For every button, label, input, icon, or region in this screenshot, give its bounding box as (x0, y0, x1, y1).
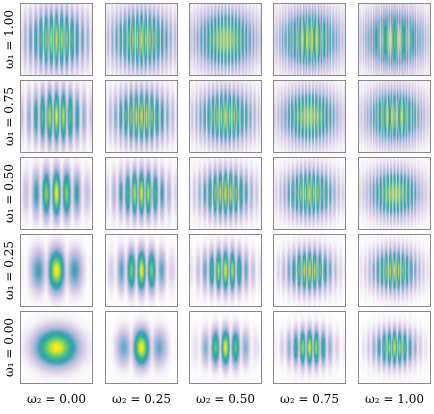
heatmap-cell-r0-c3 (273, 3, 346, 76)
heatmap-cell-r1-c4 (358, 80, 431, 153)
heatmap-image (273, 3, 346, 76)
heatmap-frame (189, 3, 262, 76)
heatmap-image (189, 157, 262, 230)
heatmap-frame (20, 311, 93, 384)
heatmap-cell-r4-c2 (189, 311, 262, 384)
heatmap-frame (358, 80, 431, 153)
row-label: ω₁ = 0.50 (2, 164, 16, 223)
heatmap-cell-r4-c3 (273, 311, 346, 384)
row-label: ω₁ = 0.00 (2, 318, 16, 377)
heatmap-image (273, 234, 346, 307)
heatmap-cell-r0-c1 (105, 3, 178, 76)
heatmap-frame (273, 311, 346, 384)
heatmap-cell-r4-c4 (358, 311, 431, 384)
heatmap-frame (358, 157, 431, 230)
column-label: ω₂ = 0.00 (27, 392, 86, 406)
heatmap-frame (273, 80, 346, 153)
heatmap-image (189, 234, 262, 307)
heatmap-frame (20, 157, 93, 230)
heatmap-cell-r3-c0 (20, 234, 93, 307)
heatmap-image (20, 3, 93, 76)
heatmap-image (105, 311, 178, 384)
column-label: ω₂ = 0.50 (196, 392, 255, 406)
heatmap-frame (105, 234, 178, 307)
heatmap-cell-r1-c3 (273, 80, 346, 153)
heatmap-cell-r2-c1 (105, 157, 178, 230)
heatmap-image (358, 3, 431, 76)
heatmap-image (358, 80, 431, 153)
heatmap-image (105, 80, 178, 153)
heatmap-cell-r1-c2 (189, 80, 262, 153)
heatmap-cell-r4-c0 (20, 311, 93, 384)
heatmap-frame (189, 311, 262, 384)
row-label: ω₁ = 1.00 (2, 10, 16, 69)
heatmap-frame (20, 3, 93, 76)
heatmap-frame (273, 234, 346, 307)
heatmap-frame (20, 80, 93, 153)
heatmap-frame (105, 311, 178, 384)
row-label: ω₁ = 0.25 (2, 241, 16, 300)
column-label: ω₂ = 1.00 (365, 392, 424, 406)
heatmap-image (20, 80, 93, 153)
heatmap-image (358, 157, 431, 230)
heatmap-image (189, 3, 262, 76)
heatmap-cell-r2-c3 (273, 157, 346, 230)
heatmap-image (189, 80, 262, 153)
column-label: ω₂ = 0.75 (280, 392, 339, 406)
heatmap-frame (189, 157, 262, 230)
heatmap-frame (20, 234, 93, 307)
heatmap-image (105, 3, 178, 76)
heatmap-cell-r0-c0 (20, 3, 93, 76)
heatmap-frame (105, 157, 178, 230)
heatmap-image (20, 311, 93, 384)
heatmap-frame (189, 234, 262, 307)
heatmap-cell-r3-c4 (358, 234, 431, 307)
column-label: ω₂ = 0.25 (112, 392, 171, 406)
heatmap-image (273, 157, 346, 230)
heatmap-cell-r2-c2 (189, 157, 262, 230)
heatmap-cell-r3-c2 (189, 234, 262, 307)
heatmap-image (105, 234, 178, 307)
heatmap-cell-r2-c0 (20, 157, 93, 230)
heatmap-cell-r2-c4 (358, 157, 431, 230)
heatmap-frame (273, 157, 346, 230)
heatmap-cell-r4-c1 (105, 311, 178, 384)
heatmap-frame (189, 80, 262, 153)
heatmap-image (20, 157, 93, 230)
heatmap-image (273, 80, 346, 153)
heatmap-cell-r3-c1 (105, 234, 178, 307)
heatmap-image (358, 311, 431, 384)
heatmap-cell-r0-c2 (189, 3, 262, 76)
heatmap-cell-r1-c1 (105, 80, 178, 153)
heatmap-frame (358, 234, 431, 307)
heatmap-frame (105, 80, 178, 153)
heatmap-image (20, 234, 93, 307)
heatmap-frame (358, 3, 431, 76)
row-label: ω₁ = 0.75 (2, 87, 16, 146)
heatmap-image (358, 234, 431, 307)
heatmap-frame (273, 3, 346, 76)
heatmap-image (273, 311, 346, 384)
heatmap-image (105, 157, 178, 230)
heatmap-frame (358, 311, 431, 384)
heatmap-frame (105, 3, 178, 76)
heatmap-cell-r1-c0 (20, 80, 93, 153)
heatmap-image (189, 311, 262, 384)
heatmap-cell-r0-c4 (358, 3, 431, 76)
heatmap-cell-r3-c3 (273, 234, 346, 307)
